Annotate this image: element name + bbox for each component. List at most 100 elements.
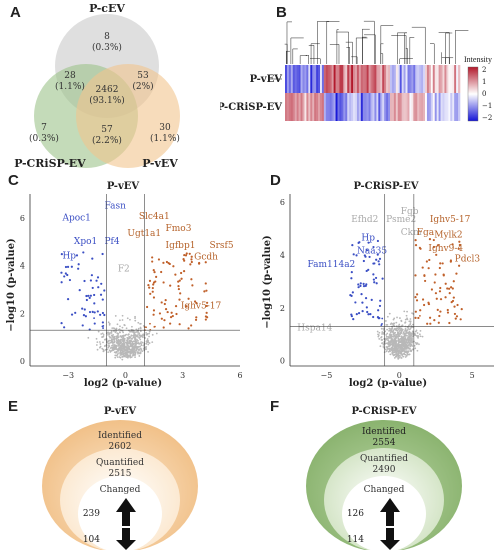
- volcano-point: [394, 327, 396, 330]
- volcano-point: [206, 316, 209, 319]
- volcano-point: [407, 327, 410, 330]
- volcano-point: [127, 351, 130, 354]
- volcano-point: [96, 276, 100, 279]
- heatmap-cell: [285, 93, 288, 121]
- volcano-point: [387, 339, 389, 342]
- volcano-point: [123, 347, 126, 349]
- volcano-point: [121, 358, 124, 361]
- volcano-point: [428, 258, 431, 262]
- heatmap-cell: [440, 93, 443, 121]
- heatmap-cell: [450, 93, 453, 121]
- volcano-point: [146, 305, 149, 309]
- volcano-point: [391, 343, 393, 345]
- volcano-point: [460, 307, 463, 311]
- volcano-point: [137, 321, 140, 324]
- volcano-point: [160, 301, 163, 304]
- volcano-point: [82, 251, 85, 254]
- volcano-point: [131, 354, 134, 357]
- volcano-point: [394, 338, 397, 341]
- heatmap-cell: [430, 93, 434, 121]
- volcano-point: [153, 271, 156, 274]
- volcano-point: [114, 315, 117, 317]
- volcano-point: [416, 293, 419, 296]
- volcano-point: [439, 298, 443, 301]
- panel-label-e: E: [8, 398, 19, 415]
- volcano-point: [111, 344, 113, 347]
- volcano-point: [141, 335, 144, 337]
- volcano-point: [438, 314, 441, 318]
- volcano-point: [409, 348, 411, 350]
- volcano-point: [449, 259, 453, 262]
- volcano-point: [114, 344, 116, 347]
- volcano-point: [458, 240, 461, 243]
- volcano-point: [360, 293, 363, 296]
- volcano-point: [162, 261, 165, 264]
- heatmap-cell: [286, 93, 290, 121]
- volcano-point: [418, 333, 421, 336]
- venn-count-crisp-vev: 57: [101, 125, 113, 135]
- heatmap-cell: [442, 93, 445, 121]
- volcano-point: [102, 348, 105, 351]
- heatmap-cell: [454, 65, 457, 93]
- venn-count-cev-only: 8: [104, 32, 110, 42]
- volcano-point: [95, 344, 98, 346]
- volcano-point: [81, 307, 84, 310]
- volcano-point: [117, 352, 120, 355]
- volcano-point: [121, 330, 124, 332]
- volcano-point: [116, 356, 119, 359]
- volcano-point: [160, 270, 163, 274]
- volcano-point: [162, 326, 165, 329]
- volcano-point: [148, 330, 151, 333]
- heatmap-cell: [337, 65, 340, 93]
- protein-label: Srsf5: [209, 241, 233, 251]
- heatmap-cell: [306, 93, 309, 121]
- volcano-point: [93, 302, 96, 305]
- volcano-point: [390, 330, 392, 332]
- volcano-point: [115, 335, 118, 338]
- volcano-point: [395, 321, 398, 324]
- volcano-point: [438, 266, 441, 270]
- volcano-point: [117, 334, 119, 337]
- heatmap-cell: [434, 65, 437, 93]
- volcano-point: [140, 349, 142, 351]
- volcano-point: [439, 310, 442, 313]
- volcano-point: [378, 257, 382, 260]
- volcano-point: [204, 318, 207, 321]
- volcano-point: [169, 316, 173, 319]
- volcano-point: [380, 336, 382, 339]
- volcano-point: [123, 350, 125, 353]
- volcano-point: [397, 352, 400, 354]
- volcano-point: [119, 356, 122, 359]
- volcano-point: [379, 299, 382, 302]
- volcano-point: [355, 254, 358, 257]
- volcano-point: [109, 336, 111, 339]
- volcano-point: [147, 343, 150, 346]
- volcano-point: [452, 296, 455, 299]
- heatmap-cell: [407, 93, 410, 121]
- heatmap-cell: [378, 65, 381, 93]
- heatmap-row-label-vev: P-vEV: [250, 74, 283, 85]
- volcano-point: [414, 347, 417, 350]
- heatmap-cell: [327, 65, 331, 93]
- volcano-point: [415, 299, 419, 302]
- volcano-point: [438, 290, 442, 293]
- volcano-point: [87, 336, 90, 339]
- heatmap-cell: [397, 93, 401, 121]
- heatmap-cell: [432, 65, 436, 93]
- volcano-point: [122, 331, 125, 334]
- volcano-point: [433, 281, 436, 284]
- protein-label: Apoc1: [61, 213, 90, 223]
- volcano-point: [100, 282, 103, 285]
- volcano-point: [392, 335, 395, 338]
- y-tick-label: 6: [20, 214, 25, 223]
- heatmap-cell: [366, 93, 369, 121]
- volcano-point: [107, 331, 109, 334]
- y-tick-label: 2: [280, 304, 285, 313]
- volcano-point: [117, 345, 120, 347]
- heatmap-cells: [285, 65, 461, 121]
- volcano-point: [102, 327, 104, 329]
- volcano-point: [380, 327, 383, 330]
- volcano-point: [178, 323, 181, 326]
- volcano-point: [389, 331, 392, 334]
